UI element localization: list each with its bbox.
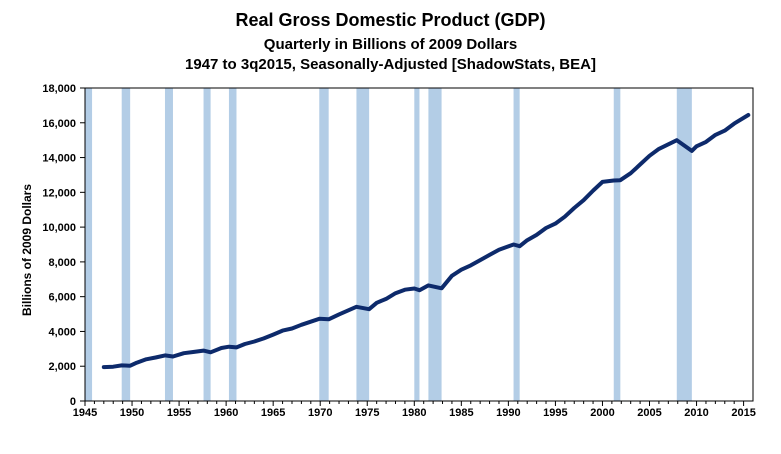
recession-band-2 bbox=[164, 88, 173, 401]
y-axis-label: Billions of 2009 Dollars bbox=[20, 184, 34, 316]
recession-band-11 bbox=[676, 88, 692, 401]
x-tick-label: 1945 bbox=[73, 407, 97, 419]
y-tick-label: 4,000 bbox=[48, 326, 76, 338]
recession-band-1 bbox=[121, 88, 131, 401]
x-tick-label: 1970 bbox=[308, 407, 332, 419]
x-tick-label: 2000 bbox=[590, 407, 614, 419]
recession-band-4 bbox=[228, 88, 237, 401]
recession-band-7 bbox=[414, 88, 420, 401]
x-tick-label: 2005 bbox=[637, 407, 661, 419]
recession-bands bbox=[85, 88, 692, 401]
x-tick-label: 1980 bbox=[402, 407, 426, 419]
y-tick-label: 10,000 bbox=[42, 222, 76, 234]
x-tick-label: 1960 bbox=[214, 407, 238, 419]
y-tick-label: 12,000 bbox=[42, 187, 76, 199]
recession-band-3 bbox=[203, 88, 211, 401]
x-tick-label: 1990 bbox=[496, 407, 520, 419]
y-tick-label: 0 bbox=[70, 396, 76, 408]
y-tick-label: 18,000 bbox=[42, 83, 76, 95]
recession-band-5 bbox=[319, 88, 329, 401]
x-tick-label: 1995 bbox=[543, 407, 567, 419]
x-tick-label: 2015 bbox=[731, 407, 755, 419]
x-tick-label: 1950 bbox=[120, 407, 144, 419]
y-tick-label: 14,000 bbox=[42, 153, 76, 165]
y-tick-label: 16,000 bbox=[42, 118, 76, 130]
chart-subtitle: Quarterly in Billions of 2009 Dollars bbox=[263, 36, 518, 53]
recession-band-10 bbox=[613, 88, 621, 401]
series-line-0 bbox=[101, 113, 751, 370]
y-tick-label: 8,000 bbox=[48, 257, 76, 269]
y-tick-label: 2,000 bbox=[48, 361, 76, 373]
recession-band-0 bbox=[85, 88, 93, 401]
x-tick-label: 2010 bbox=[684, 407, 708, 419]
chart-title: Real Gross Domestic Product (GDP) bbox=[235, 10, 546, 30]
series-layer bbox=[101, 113, 751, 370]
recession-band-6 bbox=[356, 88, 370, 401]
x-tick-label: 1955 bbox=[167, 407, 191, 419]
axes: 0 2,000 4,000 6,000 8,000 10,000 12,000 14,000 1… bbox=[42, 83, 755, 419]
x-tick-label: 1985 bbox=[449, 407, 473, 419]
x-tick-label: 1975 bbox=[355, 407, 379, 419]
plot-frame bbox=[84, 87, 754, 402]
y-tick-label: 6,000 bbox=[48, 292, 76, 304]
recession-band-8 bbox=[428, 88, 442, 401]
x-tick-label: 1965 bbox=[261, 407, 285, 419]
chart-subtitle-2: 1947 to 3q2015, Seasonally-Adjusted [Sha… bbox=[185, 56, 596, 73]
